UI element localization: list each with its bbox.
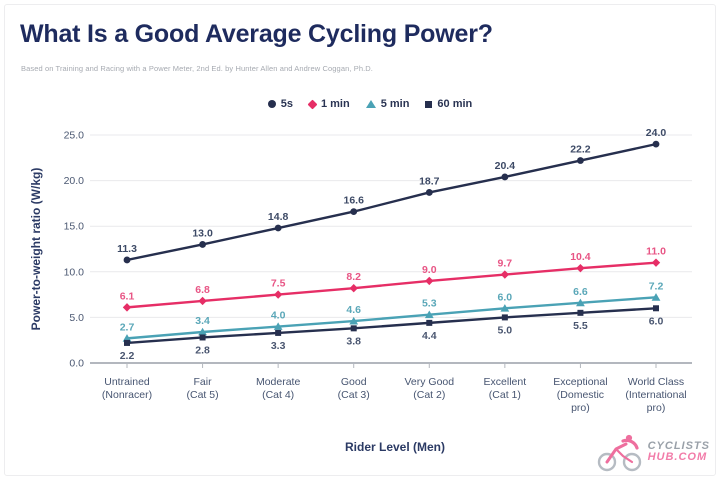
svg-text:(Cat 2): (Cat 2) <box>413 389 445 401</box>
chart-title: What Is a Good Average Cycling Power? <box>20 20 493 48</box>
svg-text:(Cat 3): (Cat 3) <box>338 389 370 401</box>
svg-text:0.0: 0.0 <box>69 358 84 370</box>
svg-text:7.5: 7.5 <box>271 278 286 290</box>
svg-text:7.2: 7.2 <box>649 280 664 292</box>
legend-label: 1 min <box>320 98 350 110</box>
svg-text:2.7: 2.7 <box>120 321 135 333</box>
category-label: Moderate(Cat 4) <box>256 376 301 401</box>
svg-text:pro): pro) <box>647 402 666 414</box>
svg-text:24.0: 24.0 <box>646 127 667 139</box>
svg-text:25.0: 25.0 <box>64 130 85 142</box>
svg-text:22.2: 22.2 <box>570 144 591 156</box>
series-5-min: 2.7 3.4 4.0 4.6 5.3 6.0 6.6 7.2 <box>120 280 664 342</box>
svg-text:2.8: 2.8 <box>195 344 210 356</box>
svg-text:3.4: 3.4 <box>195 315 210 327</box>
svg-text:5.0: 5.0 <box>498 324 513 336</box>
svg-text:3.3: 3.3 <box>271 340 286 352</box>
svg-text:5.0: 5.0 <box>69 312 84 324</box>
svg-text:10.4: 10.4 <box>570 251 591 263</box>
svg-text:9.7: 9.7 <box>498 258 513 270</box>
triangle-marker-icon <box>365 100 376 108</box>
svg-text:11.0: 11.0 <box>646 246 666 258</box>
svg-text:5.5: 5.5 <box>573 320 588 332</box>
legend-label: 5 min <box>380 98 410 110</box>
legend-item-60-min: 60 min <box>425 98 472 110</box>
svg-text:(Cat 1): (Cat 1) <box>489 389 521 401</box>
x-axis-category-labels: Untrained(Nonracer)Fair(Cat 5)Moderate(C… <box>102 363 687 414</box>
logo-cyclists-text: CYCLISTS <box>647 440 710 452</box>
svg-text:4.4: 4.4 <box>422 330 437 342</box>
logo-hubcom-text: HUB.COM <box>647 451 708 463</box>
series-60-min: 2.2 2.8 3.3 3.8 4.4 5.0 5.5 6.0 <box>120 305 664 362</box>
svg-text:11.3: 11.3 <box>117 243 137 255</box>
svg-text:20.0: 20.0 <box>64 175 85 187</box>
svg-text:14.8: 14.8 <box>268 211 289 223</box>
svg-text:Exceptional: Exceptional <box>553 376 607 388</box>
svg-text:(International: (International <box>625 389 686 401</box>
svg-text:Very Good: Very Good <box>404 376 454 388</box>
category-label: Untrained(Nonracer) <box>102 376 152 401</box>
data-labels-60-min: 2.2 2.8 3.3 3.8 4.4 5.0 5.5 6.0 <box>120 315 664 362</box>
svg-text:Fair: Fair <box>194 376 213 388</box>
svg-text:(Nonracer): (Nonracer) <box>102 389 152 401</box>
svg-text:Untrained: Untrained <box>104 376 150 388</box>
chart-subtitle: Based on Training and Racing with a Powe… <box>21 64 373 73</box>
square-marker-icon <box>425 100 433 108</box>
svg-text:10.0: 10.0 <box>64 266 85 278</box>
cyclist-bike-icon <box>597 434 641 472</box>
svg-text:6.8: 6.8 <box>195 284 210 296</box>
legend-item-5s: 5s <box>267 98 293 110</box>
svg-text:20.4: 20.4 <box>495 160 516 172</box>
category-label: Very Good(Cat 2) <box>404 376 454 401</box>
svg-text:6.6: 6.6 <box>573 286 588 298</box>
logo-wordmark: CYCLISTS HUB.COM <box>648 441 710 463</box>
svg-text:6.0: 6.0 <box>649 315 664 327</box>
category-label: Good(Cat 3) <box>338 376 370 401</box>
category-label: Excellent(Cat 1) <box>484 376 527 401</box>
category-label: Fair(Cat 5) <box>187 376 219 401</box>
x-axis-title: Rider Level (Men) <box>345 440 445 454</box>
svg-text:3.8: 3.8 <box>346 335 361 347</box>
svg-text:Excellent: Excellent <box>484 376 527 388</box>
y-axis-title: Power-to-weight ratio (W/kg) <box>29 168 43 331</box>
y-axis-tick-labels: 0.0 5.0 10.0 15.0 20.0 25.0 <box>64 130 85 370</box>
legend-item-1-min: 1 min <box>307 98 350 110</box>
chart-legend: 5s 1 min 5 min 60 min <box>0 98 720 110</box>
svg-text:(Cat 5): (Cat 5) <box>187 389 219 401</box>
svg-text:4.6: 4.6 <box>346 304 361 316</box>
legend-label: 60 min <box>437 98 473 110</box>
svg-text:4.0: 4.0 <box>271 310 286 322</box>
series-1-min: 6.1 6.8 7.5 8.2 9.0 9.7 10.4 11.0 <box>120 246 666 312</box>
svg-text:8.2: 8.2 <box>346 271 361 283</box>
data-labels-5s: 11.3 13.0 14.8 16.6 18.7 20.4 22.2 24.0 <box>117 127 666 255</box>
svg-text:Moderate: Moderate <box>256 376 301 388</box>
circle-marker-icon <box>267 100 276 108</box>
svg-text:16.6: 16.6 <box>343 195 364 207</box>
svg-text:(Cat 4): (Cat 4) <box>262 389 294 401</box>
series-5s: 11.3 13.0 14.8 16.6 18.7 20.4 22.2 24.0 <box>117 127 666 264</box>
legend-item-5-min: 5 min <box>365 98 410 110</box>
svg-text:(Domestic: (Domestic <box>557 389 604 401</box>
svg-text:15.0: 15.0 <box>64 221 85 233</box>
legend-label: 5s <box>280 98 293 110</box>
svg-text:5.3: 5.3 <box>422 298 437 310</box>
svg-text:2.2: 2.2 <box>120 350 135 362</box>
cyclistshub-logo: CYCLISTS HUB.COM <box>593 432 710 472</box>
svg-text:9.0: 9.0 <box>422 264 437 276</box>
svg-text:13.0: 13.0 <box>192 227 213 239</box>
svg-text:6.1: 6.1 <box>120 290 135 302</box>
series-lines: 11.3 13.0 14.8 16.6 18.7 20.4 22.2 24.0 6.1 6.8 7.… <box>117 127 666 362</box>
data-labels-5-min: 2.7 3.4 4.0 4.6 5.3 6.0 6.6 7.2 <box>120 280 664 333</box>
svg-text:World Class: World Class <box>628 376 684 388</box>
svg-text:18.7: 18.7 <box>419 175 440 187</box>
svg-text:Good: Good <box>341 376 367 388</box>
data-labels-1-min: 6.1 6.8 7.5 8.2 9.0 9.7 10.4 11.0 <box>120 246 666 303</box>
svg-text:6.0: 6.0 <box>498 291 513 303</box>
svg-text:pro): pro) <box>571 402 590 414</box>
